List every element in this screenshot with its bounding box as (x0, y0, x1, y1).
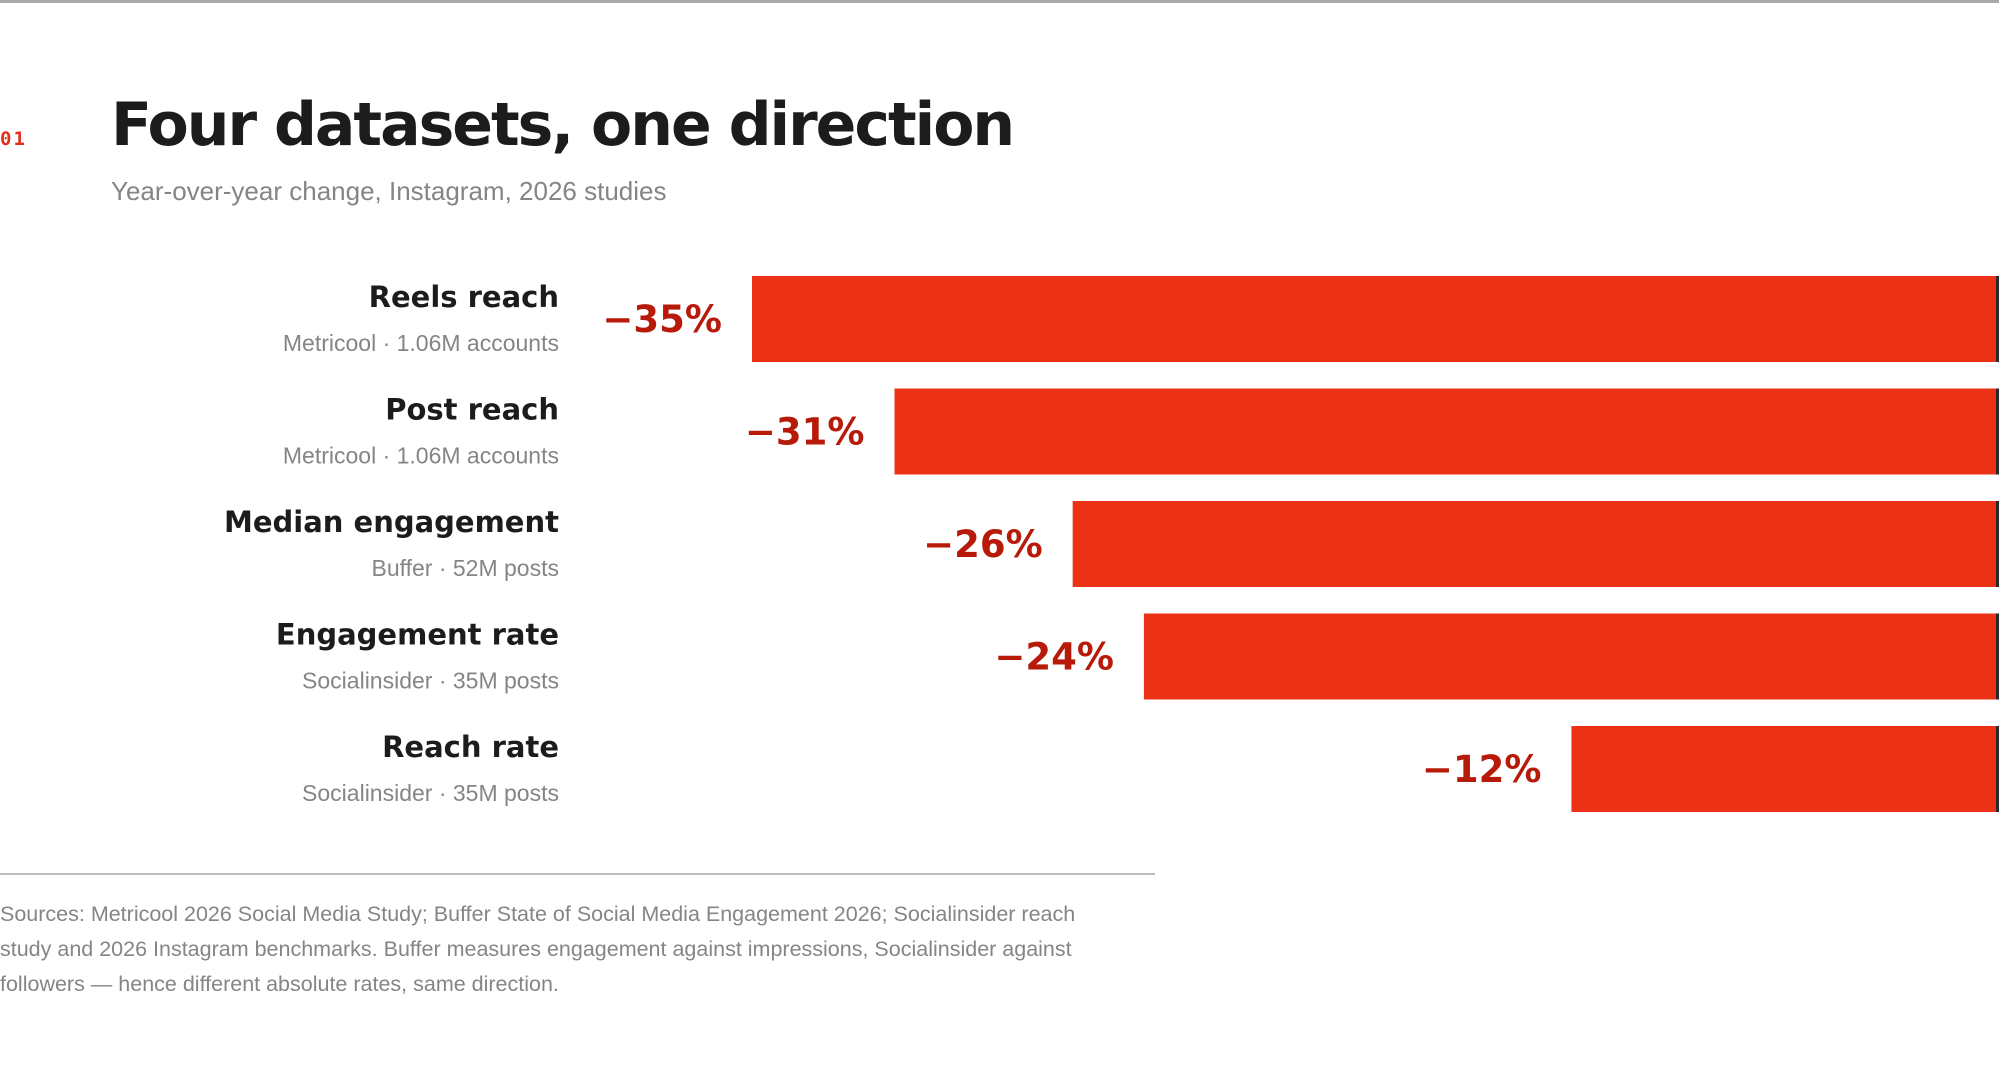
category-source-3: Socialinsider · 35M posts (302, 668, 559, 694)
category-source-2: Buffer · 52M posts (372, 555, 560, 581)
category-source-0: Metricool · 1.06M accounts (283, 330, 559, 356)
bar-end-line-3 (1996, 613, 1999, 700)
category-label-4: Reach rate (382, 730, 559, 764)
value-label-1: −31% (745, 411, 865, 454)
bar-0 (752, 276, 1999, 362)
top-rule (0, 0, 1999, 3)
footnote-divider (0, 873, 1155, 875)
chart-title: Four datasets, one direction (111, 90, 1015, 160)
bar-end-line-2 (1996, 501, 1999, 587)
bar-end-line-0 (1996, 276, 1999, 362)
value-label-4: −12% (1422, 748, 1542, 791)
value-label-3: −24% (994, 636, 1114, 679)
bar-end-line-4 (1996, 726, 1999, 812)
bar-2 (1072, 501, 1999, 587)
category-source-4: Socialinsider · 35M posts (302, 780, 559, 806)
category-label-3: Engagement rate (276, 618, 559, 652)
footnote-sources: Sources: Metricool 2026 Social Media Stu… (0, 902, 1076, 996)
section-number: 01 (0, 128, 27, 150)
value-label-2: −26% (923, 523, 1043, 566)
bar-4 (1571, 726, 1999, 812)
bar-1 (894, 388, 1999, 475)
bar-chart: −35% Reels reach Metricool · 1.06M account… (224, 276, 1999, 812)
bar-3 (1143, 613, 1999, 700)
category-label-1: Post reach (385, 393, 559, 427)
category-label-0: Reels reach (369, 280, 559, 314)
bar-end-line-1 (1996, 388, 1999, 475)
chart-subtitle: Year-over-year change, Instagram, 2026 s… (111, 176, 667, 206)
value-label-0: −35% (602, 298, 722, 341)
category-source-1: Metricool · 1.06M accounts (283, 443, 559, 469)
category-label-2: Median engagement (224, 505, 559, 539)
